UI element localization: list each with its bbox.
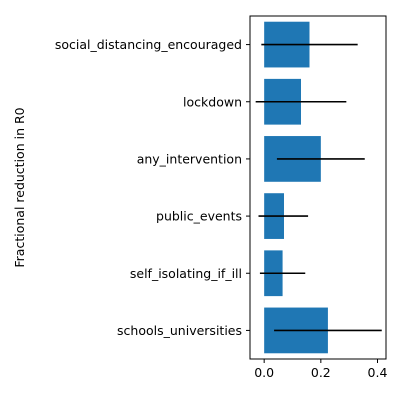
x-axis: 0.0 0.2 0.4 — [254, 359, 387, 380]
bars — [264, 21, 328, 354]
y-tick-label-public_events: public_events — [156, 209, 242, 224]
y-axis-label: Fractional reduction in R0 — [12, 107, 27, 267]
x-tick-label-0: 0.0 — [254, 365, 274, 380]
error-bars — [255, 43, 382, 332]
x-tick-label-1: 0.2 — [311, 365, 331, 380]
y-tick-label-lockdown: lockdown — [183, 94, 242, 109]
plot-frame — [249, 15, 387, 360]
y-axis: social_distancing_encouraged lockdown any_… — [55, 37, 250, 338]
x-tick-label-2: 0.4 — [368, 365, 388, 380]
y-tick-label-any_intervention: any_intervention — [137, 151, 242, 166]
y-tick-label-schools_universities: schools_universities — [117, 323, 242, 338]
y-tick-label-social_distancing_encouraged: social_distancing_encouraged — [55, 37, 242, 52]
y-tick-label-self_isolating_if_ill: self_isolating_if_ill — [130, 266, 242, 281]
